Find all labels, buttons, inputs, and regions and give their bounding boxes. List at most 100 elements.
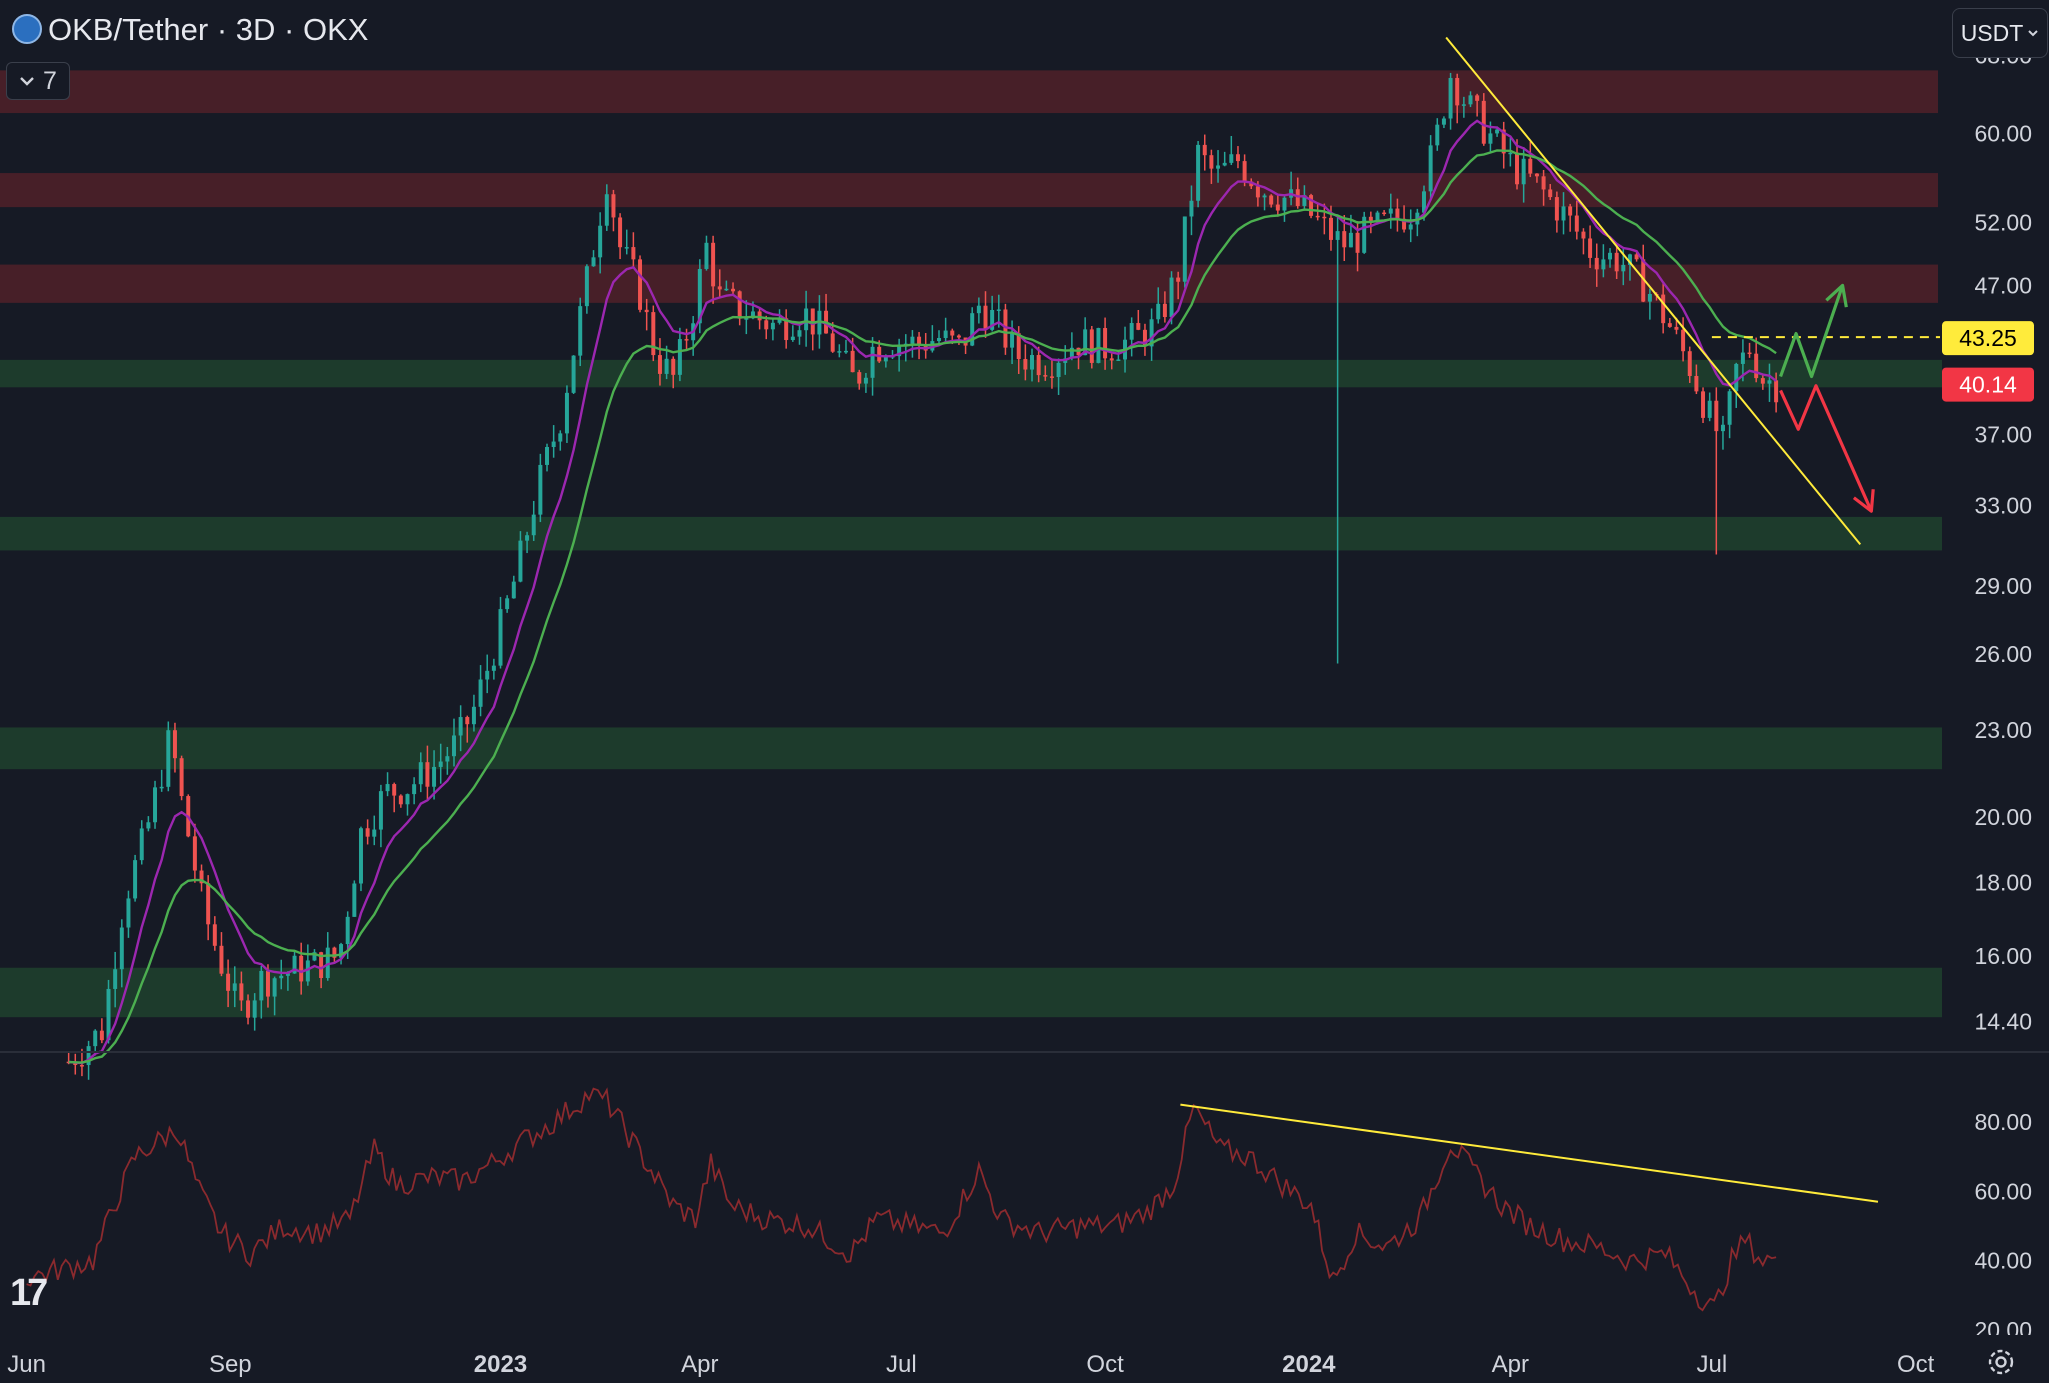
candle-body [1262, 195, 1267, 198]
time-tick-label: 2023 [474, 1351, 527, 1378]
price-badge-label: 43.25 [1959, 325, 2017, 351]
tradingview-logo[interactable]: 17 [10, 1272, 48, 1314]
candle-body [937, 338, 941, 342]
candle-body [1136, 323, 1141, 330]
candle-body [1269, 195, 1274, 205]
candle-body [1594, 257, 1599, 270]
candle-body [1196, 144, 1201, 201]
candle-body [385, 784, 390, 792]
candle-body [1521, 158, 1526, 185]
candle-body [830, 333, 835, 352]
candle-body [1375, 212, 1380, 221]
candle-body [405, 794, 410, 805]
candle-body [172, 730, 177, 759]
drawings-layer [1445, 36, 1940, 546]
symbol-title[interactable]: OKB/Tether · 3D · OKX [48, 12, 369, 47]
candle-body [1707, 400, 1712, 418]
candle-body [126, 898, 131, 928]
candle-body [1488, 133, 1493, 144]
candle-body [345, 916, 350, 945]
candle-body [445, 756, 450, 762]
candle-body [1342, 231, 1347, 248]
candle-body [863, 377, 868, 384]
candle-body [425, 762, 430, 787]
candle-body [113, 969, 118, 989]
candle-body [1249, 181, 1254, 187]
candle-body [1096, 328, 1101, 363]
candle-body [1740, 352, 1745, 364]
candle-body [790, 336, 795, 341]
candle-body [996, 309, 1001, 311]
candle-body [1335, 231, 1340, 240]
candle-body [458, 717, 463, 736]
candle-body [279, 975, 284, 979]
candle-body [1647, 293, 1652, 302]
price-axis[interactable]: 68.0060.0052.0047.0037.0033.0029.0026.00… [1974, 43, 2032, 1035]
candle-body [398, 795, 403, 805]
candle-body [1089, 329, 1094, 363]
candle-body [299, 955, 304, 982]
price-tick-label: 52.00 [1974, 210, 2032, 236]
candle-body [452, 735, 456, 757]
candle-body [857, 372, 862, 384]
currency-label: USDT [1960, 19, 2024, 46]
candle-body [737, 291, 742, 319]
candle-body [850, 350, 855, 373]
candle-body [990, 309, 995, 330]
candle-body [1388, 208, 1393, 214]
indicators-toggle-button[interactable]: 7 [6, 62, 70, 100]
zones-layer [0, 70, 1942, 1018]
candle-body [1541, 176, 1546, 190]
rsi-trendline [1180, 1103, 1879, 1203]
candle-body [412, 784, 417, 795]
candle-body [1023, 359, 1028, 370]
candle-body [1614, 252, 1619, 272]
time-axis[interactable]: Jun Sep 2023 Apr Jul Oct 2024 Apr Jul Oct [0, 1335, 2049, 1383]
price-labels: 43.25 40.14 [1942, 321, 2034, 402]
candle-body [1016, 333, 1021, 360]
resistance-zone [0, 70, 1938, 114]
candle-body [199, 870, 204, 884]
candle-body [1162, 303, 1167, 318]
chevron-down-icon [20, 77, 34, 86]
candle-body [1242, 161, 1247, 182]
candle-body [1422, 191, 1426, 213]
candle-body [657, 355, 662, 374]
candle-body [651, 312, 656, 356]
candle-body [1402, 218, 1407, 230]
time-tick-label: Oct [1897, 1351, 1935, 1378]
candle-body [518, 540, 523, 582]
candle-body [179, 758, 184, 797]
bullish-arrow-head [1825, 283, 1848, 308]
descending-trendline [1445, 36, 1862, 546]
ema-fast-line [68, 119, 1777, 1065]
candle-body [272, 978, 277, 997]
candle-body [1574, 215, 1579, 232]
candle-body [1368, 216, 1373, 221]
okb-coin-icon[interactable] [12, 14, 42, 44]
candle-body [1601, 259, 1606, 270]
candle-body [711, 242, 716, 287]
currency-select[interactable]: USDT [1952, 8, 2048, 58]
candle-body [1608, 252, 1613, 260]
candle-body [1641, 259, 1646, 302]
candle-body [1049, 376, 1054, 378]
support-zone [0, 516, 1942, 551]
candle-body [139, 828, 144, 861]
price-tick-label: 18.00 [1974, 870, 2032, 896]
price-badge-label: 40.14 [1959, 372, 2017, 398]
candle-body [212, 924, 217, 946]
candle-body [1043, 375, 1048, 377]
candle-body [804, 308, 809, 331]
candle-body [438, 761, 443, 767]
candle-body [1156, 303, 1161, 320]
gear-icon[interactable] [1986, 1347, 2016, 1377]
candle-body [1568, 206, 1573, 216]
candle-body [611, 194, 616, 218]
candle-body [525, 535, 530, 541]
price-tick-label: 16.00 [1974, 943, 2032, 969]
candle-body [312, 952, 317, 961]
candle-body [1627, 254, 1632, 265]
